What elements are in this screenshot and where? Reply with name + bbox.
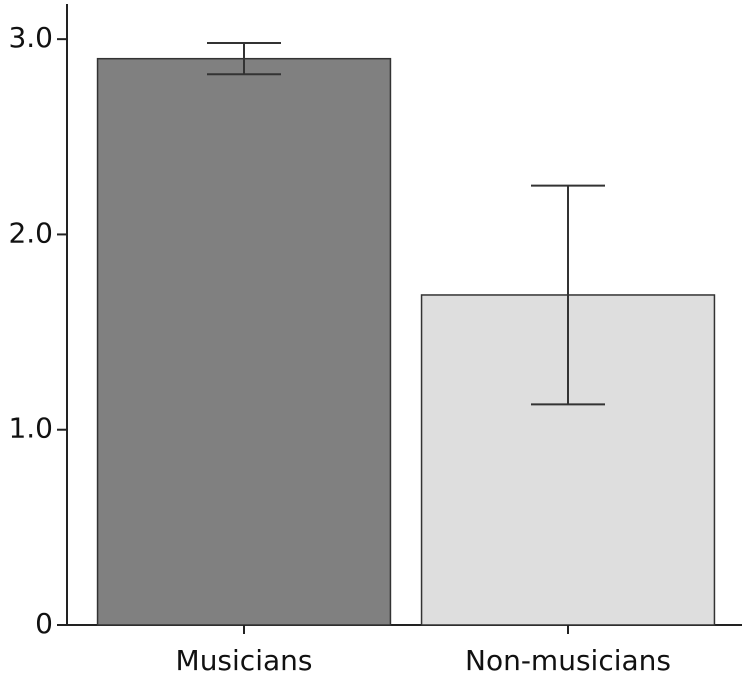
y-tick-label: 3.0 bbox=[8, 21, 53, 54]
y-tick-label: 2.0 bbox=[8, 216, 53, 249]
x-tick-label: Non-musicians bbox=[465, 644, 671, 677]
x-tick-label: Musicians bbox=[176, 644, 313, 677]
y-tick-label: 0 bbox=[35, 607, 53, 640]
y-tick-label: 1.0 bbox=[8, 412, 53, 445]
bar bbox=[96, 57, 392, 626]
